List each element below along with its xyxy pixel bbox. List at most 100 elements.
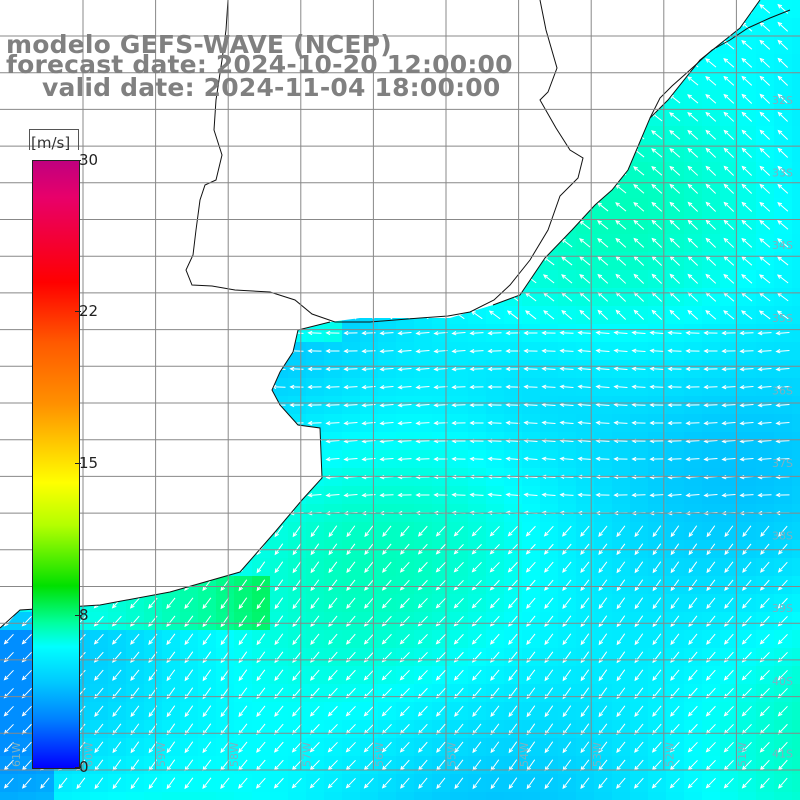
speed-cell bbox=[540, 234, 559, 253]
wind-arrow bbox=[2, 310, 15, 320]
wind-arrow bbox=[165, 310, 177, 320]
speed-cell bbox=[342, 144, 361, 163]
wind-arrow bbox=[183, 4, 195, 14]
wind-arrow bbox=[255, 237, 267, 248]
speed-cell bbox=[108, 468, 127, 487]
speed-cell bbox=[792, 108, 800, 127]
wind-arrow bbox=[453, 21, 465, 32]
wind-arrow bbox=[163, 348, 178, 354]
speed-cell bbox=[450, 144, 469, 163]
wind-arrow bbox=[560, 58, 573, 68]
wind-arrow bbox=[163, 402, 178, 407]
speed-cell bbox=[126, 126, 145, 145]
speed-cell bbox=[108, 792, 127, 800]
speed-cell bbox=[378, 216, 397, 235]
speed-cell bbox=[324, 0, 343, 19]
speed-cell bbox=[144, 342, 163, 361]
wind-arrow bbox=[3, 165, 15, 176]
speed-cell bbox=[288, 126, 307, 145]
speed-cell bbox=[504, 108, 523, 127]
wind-arrow bbox=[309, 219, 321, 230]
wind-arrow bbox=[163, 456, 178, 461]
speed-cell bbox=[612, 36, 631, 55]
wind-arrow bbox=[110, 130, 123, 140]
wind-arrow bbox=[271, 420, 286, 426]
speed-cell bbox=[558, 36, 577, 55]
wind-arrow bbox=[381, 201, 393, 212]
wind-arrow bbox=[93, 579, 104, 591]
wind-arrow bbox=[327, 219, 339, 230]
speed-cell bbox=[792, 738, 800, 757]
wind-arrow bbox=[399, 256, 411, 266]
lon-label: 57W bbox=[300, 742, 313, 767]
speed-cell bbox=[630, 108, 649, 127]
speed-cell bbox=[144, 216, 163, 235]
speed-cell bbox=[90, 378, 109, 397]
speed-cell bbox=[792, 162, 800, 181]
wind-arrow bbox=[128, 256, 141, 266]
speed-cell bbox=[234, 414, 253, 433]
wind-arrow bbox=[417, 202, 429, 212]
speed-cell bbox=[414, 198, 433, 217]
wind-arrow bbox=[111, 3, 123, 14]
speed-cell bbox=[108, 270, 127, 289]
speed-cell bbox=[144, 234, 163, 253]
speed-cell bbox=[162, 126, 181, 145]
speed-cell bbox=[126, 450, 145, 469]
speed-cell bbox=[666, 18, 685, 37]
wind-arrow bbox=[399, 111, 411, 122]
wind-arrow bbox=[93, 130, 105, 140]
wind-arrow bbox=[543, 4, 555, 14]
speed-cell bbox=[432, 18, 451, 37]
speed-cell bbox=[162, 540, 181, 559]
wind-arrow bbox=[200, 220, 213, 230]
wind-arrow bbox=[452, 202, 465, 212]
speed-cell bbox=[288, 108, 307, 127]
speed-cell bbox=[666, 792, 685, 800]
wind-arrow bbox=[110, 256, 123, 266]
speed-cell bbox=[666, 0, 685, 19]
speed-cell bbox=[126, 198, 145, 217]
speed-cell bbox=[0, 360, 19, 379]
wind-arrow bbox=[614, 40, 627, 50]
speed-cell bbox=[504, 144, 523, 163]
speed-cell bbox=[198, 486, 217, 505]
speed-cell bbox=[90, 486, 109, 505]
speed-cell bbox=[360, 126, 379, 145]
lon-label: 56W bbox=[373, 742, 386, 767]
speed-cell bbox=[594, 54, 613, 73]
wind-arrow bbox=[363, 255, 375, 266]
wind-arrow bbox=[327, 201, 339, 212]
wind-arrow bbox=[345, 273, 357, 284]
speed-cell bbox=[792, 648, 800, 667]
speed-cell bbox=[792, 666, 800, 685]
speed-cell bbox=[558, 792, 577, 800]
speed-cell bbox=[234, 126, 253, 145]
speed-cell bbox=[468, 270, 487, 289]
speed-cell bbox=[126, 576, 145, 595]
wind-arrow bbox=[128, 310, 141, 320]
speed-cell bbox=[558, 216, 577, 235]
speed-cell bbox=[270, 108, 289, 127]
wind-arrow bbox=[109, 330, 124, 336]
speed-cell bbox=[720, 0, 739, 19]
wind-arrow bbox=[614, 22, 627, 32]
speed-cell bbox=[792, 54, 800, 73]
speed-cell bbox=[216, 360, 235, 379]
wind-arrow bbox=[128, 148, 141, 158]
speed-cell bbox=[216, 306, 235, 325]
speed-cell bbox=[234, 270, 253, 289]
speed-cell bbox=[792, 486, 800, 505]
wind-arrow bbox=[345, 111, 357, 122]
wind-arrow bbox=[309, 201, 321, 212]
speed-cell bbox=[90, 540, 109, 559]
speed-cell bbox=[180, 432, 199, 451]
speed-cell bbox=[198, 144, 217, 163]
speed-cell bbox=[144, 288, 163, 307]
wind-arrow bbox=[686, 22, 699, 32]
speed-cell bbox=[576, 90, 595, 109]
wind-arrow bbox=[489, 3, 501, 14]
wind-arrow bbox=[327, 255, 339, 266]
wind-arrow bbox=[686, 4, 699, 14]
speed-cell bbox=[486, 162, 505, 181]
